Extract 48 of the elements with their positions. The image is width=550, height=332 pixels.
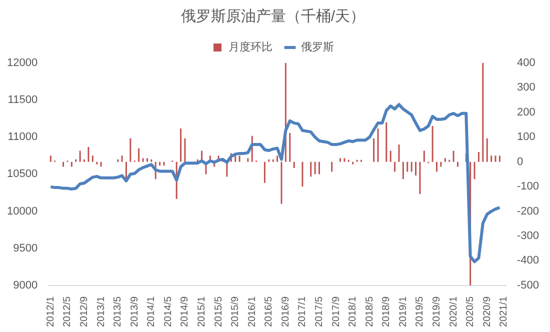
y-tick-label: 9000 [13, 279, 38, 292]
x-tick-label: 2016/5 [264, 296, 275, 328]
x-tick-label: 2012/1 [45, 296, 56, 328]
legend-label: 月度环比 [228, 40, 272, 54]
x-tick-label: 2019/1 [398, 296, 409, 328]
y2-tick-label: 100 [516, 131, 536, 144]
x-tick-label: 2012/5 [62, 296, 74, 328]
y-tick-label: 9500 [13, 242, 38, 254]
x-tick-label: 2021/1 [498, 296, 510, 328]
x-tick-label: 2018/9 [381, 296, 392, 328]
x-tick-label: 2015/1 [196, 296, 208, 328]
x-tick-label: 2015/5 [213, 296, 224, 328]
legend-label: 俄罗斯 [301, 40, 334, 54]
x-tick-label: 2016/1 [246, 296, 258, 328]
y2-tick-label: 200 [516, 106, 536, 118]
x-tick-label: 2016/9 [280, 296, 292, 328]
x-tick-label: 2014/9 [180, 296, 191, 328]
x-tick-label: 2013/5 [112, 296, 124, 328]
x-tick-label: 2019/5 [414, 296, 426, 328]
y2-tick-label: 400 [516, 57, 536, 70]
y2-tick-label: -200 [516, 205, 540, 218]
chart-title: 俄罗斯原油产量（千桶/天） [180, 8, 366, 26]
y2-tick-label: -500 [516, 279, 540, 292]
y2-tick-label: 0 [516, 156, 524, 168]
x-tick-label: 2018/5 [364, 296, 376, 328]
y-tick-label: 11000 [8, 131, 38, 144]
x-tick-label: 2015/9 [230, 296, 242, 328]
x-tick-label: 2012/9 [79, 296, 90, 328]
y2-tick-label: -400 [516, 254, 540, 267]
x-tick-label: 2013/9 [129, 296, 140, 328]
x-tick-label: 2017/5 [314, 296, 325, 328]
x-tick-label: 2017/9 [330, 296, 342, 328]
x-tick-label: 2014/1 [146, 296, 158, 328]
x-tick-label: 2017/1 [297, 296, 308, 328]
y-tick-label: 10000 [6, 205, 38, 218]
y-tick-label: 10500 [6, 168, 38, 180]
y2-tick-label: 300 [516, 82, 536, 94]
y2-tick-label: -100 [516, 180, 540, 193]
x-tick-label: 2020/5 [465, 296, 476, 328]
x-tick-label: 2013/1 [96, 296, 107, 328]
y2-tick-label: -300 [516, 230, 540, 242]
x-tick-label: 2018/1 [348, 296, 359, 328]
x-tick-label: 2014/5 [162, 296, 174, 328]
y-tick-label: 12000 [6, 57, 38, 70]
x-tick-label: 2019/9 [431, 296, 442, 328]
x-tick-label: 2020/1 [448, 296, 460, 328]
x-tick-label: 2020/9 [482, 296, 493, 328]
y-tick-label: 11500 [8, 94, 38, 106]
